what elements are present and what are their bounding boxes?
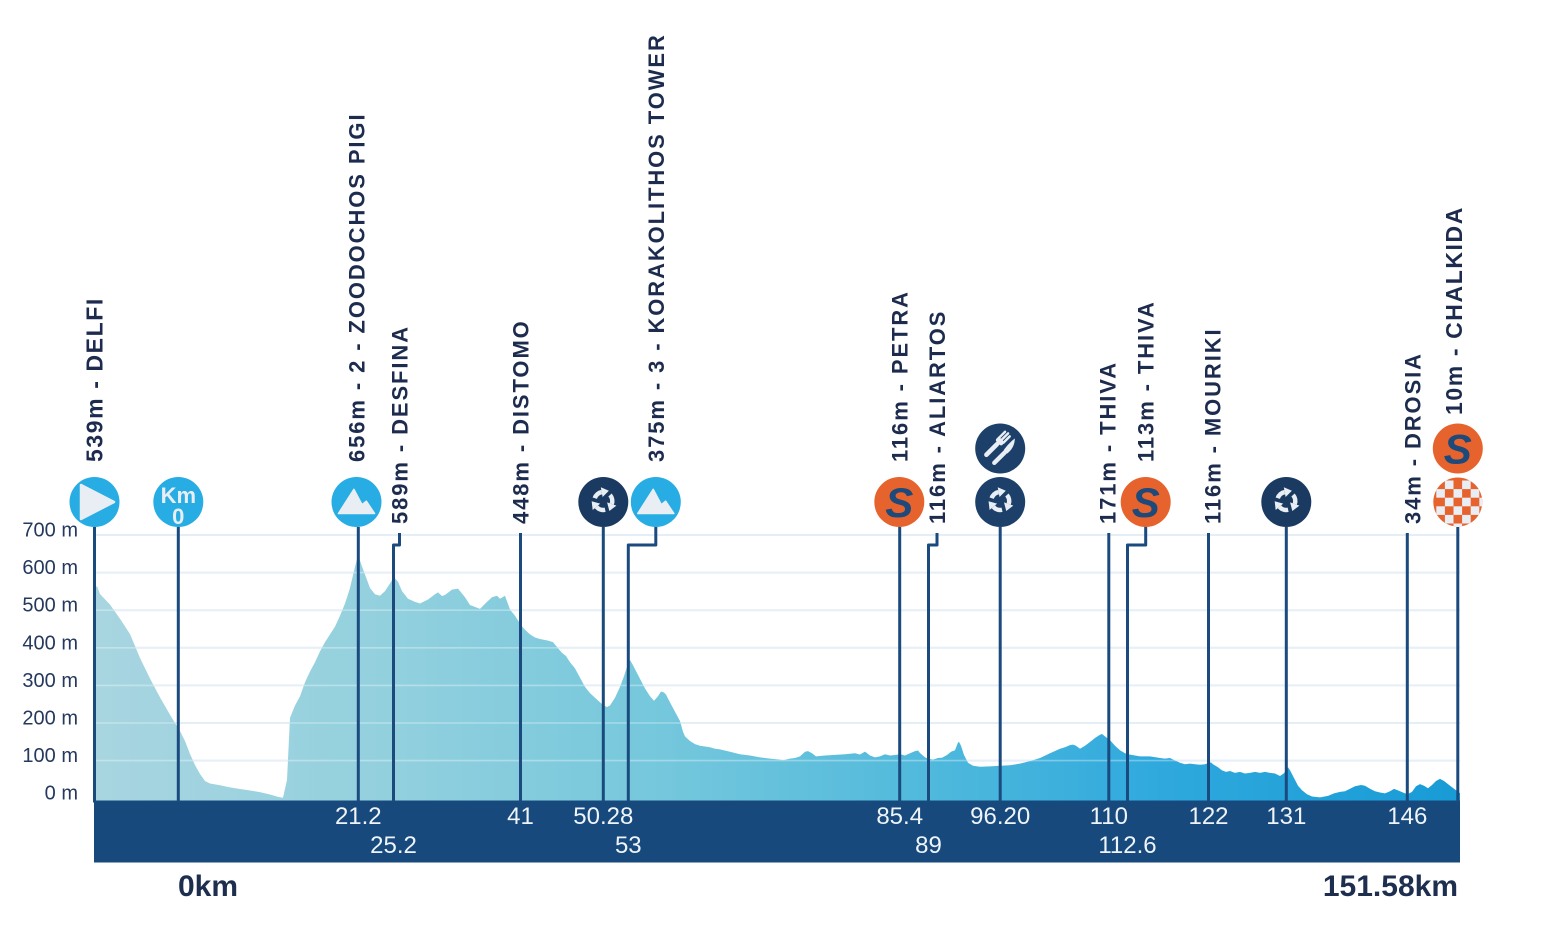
svg-text:89: 89 xyxy=(915,832,942,859)
svg-text:112.6: 112.6 xyxy=(1098,832,1156,859)
svg-text:656m - 2 - ZOODOCHOS PIGI: 656m - 2 - ZOODOCHOS PIGI xyxy=(345,113,370,462)
svg-text:116m - ALIARTOS: 116m - ALIARTOS xyxy=(925,310,950,524)
svg-text:122: 122 xyxy=(1188,803,1228,830)
svg-text:Km: Km xyxy=(161,483,196,508)
svg-text:171m - THIVA: 171m - THIVA xyxy=(1096,361,1121,524)
svg-text:0 m: 0 m xyxy=(45,783,78,805)
svg-text:110: 110 xyxy=(1090,803,1128,830)
svg-text:131: 131 xyxy=(1266,803,1306,830)
svg-text:539m - DELFI: 539m - DELFI xyxy=(82,297,108,462)
svg-text:600 m: 600 m xyxy=(22,557,78,579)
svg-text:21.2: 21.2 xyxy=(335,803,382,830)
svg-text:100 m: 100 m xyxy=(22,745,78,767)
svg-text:S: S xyxy=(1444,426,1472,473)
svg-text:10m - CHALKIDA: 10m - CHALKIDA xyxy=(1441,206,1467,415)
svg-text:0km: 0km xyxy=(178,870,238,903)
svg-text:85.4: 85.4 xyxy=(876,803,923,830)
svg-text:589m - DESFINA: 589m - DESFINA xyxy=(388,325,413,524)
svg-text:S: S xyxy=(885,479,913,526)
svg-text:53: 53 xyxy=(615,832,642,859)
svg-text:300 m: 300 m xyxy=(22,670,78,692)
svg-text:116m - MOURIKI: 116m - MOURIKI xyxy=(1201,327,1226,524)
svg-text:41: 41 xyxy=(507,803,534,830)
svg-text:S: S xyxy=(1132,479,1160,526)
svg-text:700 m: 700 m xyxy=(22,520,78,542)
svg-text:96.20: 96.20 xyxy=(970,803,1030,830)
svg-text:151.58km: 151.58km xyxy=(1323,870,1458,903)
svg-text:146: 146 xyxy=(1387,803,1427,830)
svg-text:34m - DROSIA: 34m - DROSIA xyxy=(1400,352,1425,524)
svg-text:50.28: 50.28 xyxy=(573,803,633,830)
svg-text:400 m: 400 m xyxy=(22,632,78,654)
svg-text:0: 0 xyxy=(172,504,184,529)
svg-text:25.2: 25.2 xyxy=(370,832,417,859)
svg-text:500 m: 500 m xyxy=(22,595,78,617)
svg-text:448m - DISTOMO: 448m - DISTOMO xyxy=(509,319,534,524)
svg-text:113m - THIVA: 113m - THIVA xyxy=(1134,300,1159,462)
svg-text:375m - 3 - KORAKOLITHOS TOWER: 375m - 3 - KORAKOLITHOS TOWER xyxy=(644,33,669,462)
svg-text:116m - PETRA: 116m - PETRA xyxy=(887,290,912,462)
svg-text:200 m: 200 m xyxy=(22,708,78,730)
